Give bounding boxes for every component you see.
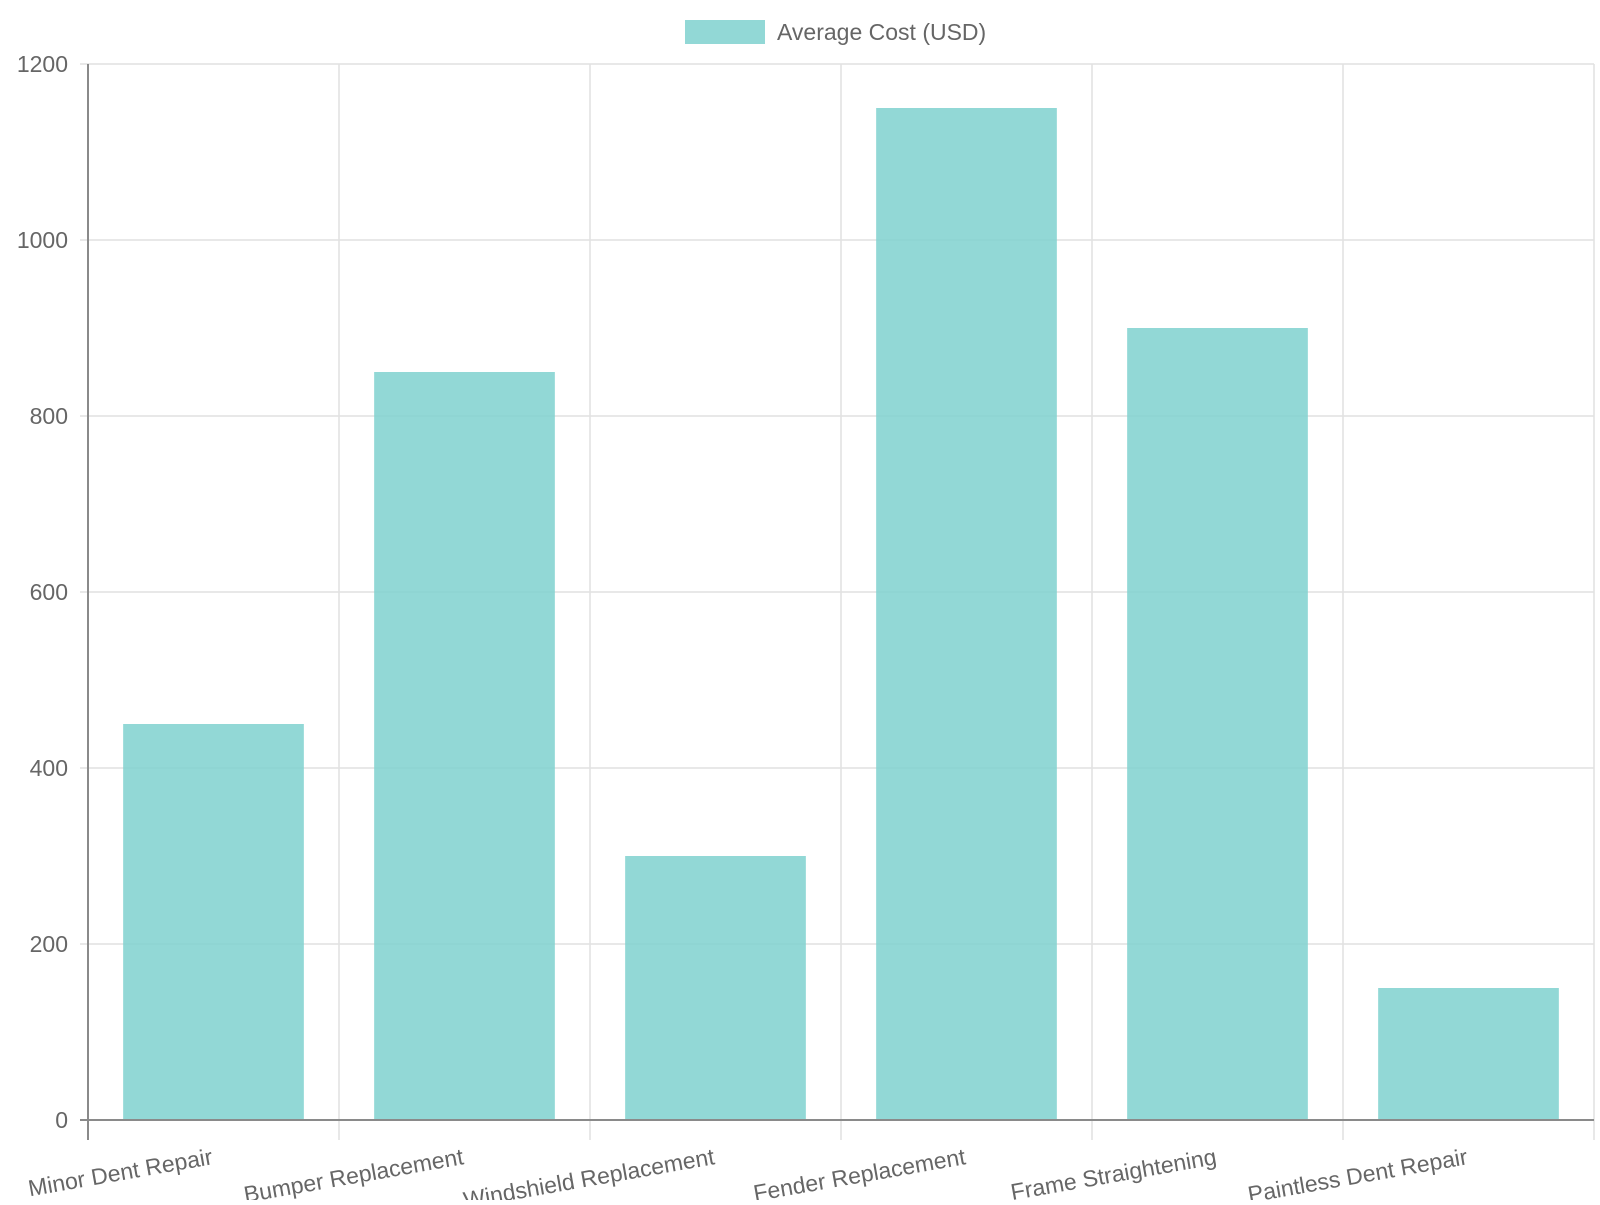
- legend-label[interactable]: Average Cost (USD): [777, 19, 986, 45]
- bar[interactable]: [625, 856, 806, 1120]
- axis-layer: [80, 64, 1594, 1140]
- x-tick-label: Fender Replacement: [751, 1143, 968, 1200]
- x-tick-label: Paintless Dent Repair: [1246, 1143, 1470, 1200]
- x-tick-label: Minor Dent Repair: [26, 1143, 215, 1200]
- y-tick-labels: 0 200 400 600 800 1000 1200: [17, 51, 68, 1133]
- bar[interactable]: [1127, 328, 1308, 1120]
- bar[interactable]: [876, 108, 1057, 1120]
- bar[interactable]: [123, 724, 304, 1120]
- bar[interactable]: [1378, 988, 1559, 1120]
- y-tick-label: 400: [30, 755, 68, 781]
- bar[interactable]: [374, 372, 555, 1120]
- legend-swatch[interactable]: [685, 20, 765, 44]
- bar-layer: [123, 108, 1559, 1120]
- legend[interactable]: Average Cost (USD): [685, 19, 986, 45]
- y-tick-label: 800: [30, 403, 68, 429]
- x-tick-label: Bumper Replacement: [242, 1143, 466, 1200]
- y-tick-label: 200: [30, 931, 68, 957]
- x-tick-label: Windshield Replacement: [461, 1143, 717, 1200]
- x-tick-label: Frame Straightening: [1009, 1143, 1219, 1200]
- x-tick-labels: Minor Dent Repair Bumper ReplacementWinds…: [26, 1143, 1470, 1205]
- y-tick-label: 600: [30, 579, 68, 605]
- grid-layer: [80, 63, 1595, 1140]
- y-tick-label: 0: [55, 1107, 68, 1133]
- y-tick-label: 1200: [17, 51, 68, 77]
- y-tick-label: 1000: [17, 227, 68, 253]
